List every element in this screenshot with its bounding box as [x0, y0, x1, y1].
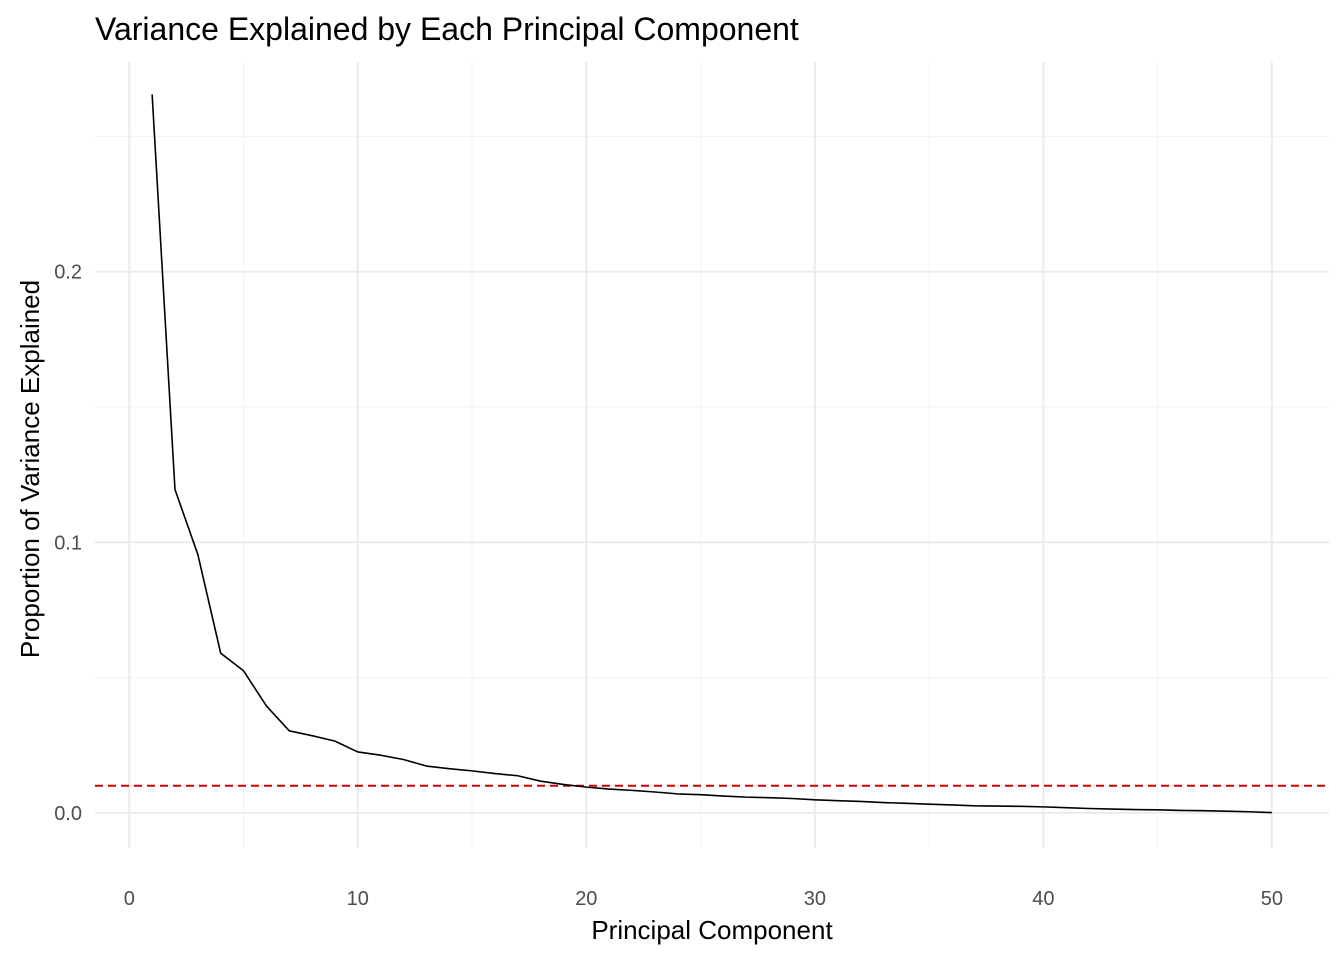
- x-tick-label: 10: [347, 888, 369, 910]
- x-tick-label: 20: [575, 888, 597, 910]
- y-tick-label: 0.2: [54, 262, 82, 284]
- x-tick-label: 0: [124, 888, 135, 910]
- minor-gridlines: [95, 62, 1329, 848]
- series-layer: [151, 94, 1272, 814]
- y-tick-label: 0.0: [54, 803, 82, 825]
- chart-title: Variance Explained by Each Principal Com…: [95, 11, 799, 47]
- x-tick-label: 40: [1032, 888, 1054, 910]
- x-tick-label: 50: [1261, 888, 1283, 910]
- major-gridlines: [95, 62, 1329, 848]
- y-tick-label: 0.1: [54, 532, 82, 554]
- x-tick-label: 30: [804, 888, 826, 910]
- y-axis-title: Proportion of Variance Explained: [15, 280, 45, 658]
- tick-labels: 0 10 20 30 40 50 0.0 0.1 0.2: [54, 262, 1283, 910]
- x-axis-title: Principal Component: [591, 915, 833, 945]
- series-line: [151, 94, 1272, 814]
